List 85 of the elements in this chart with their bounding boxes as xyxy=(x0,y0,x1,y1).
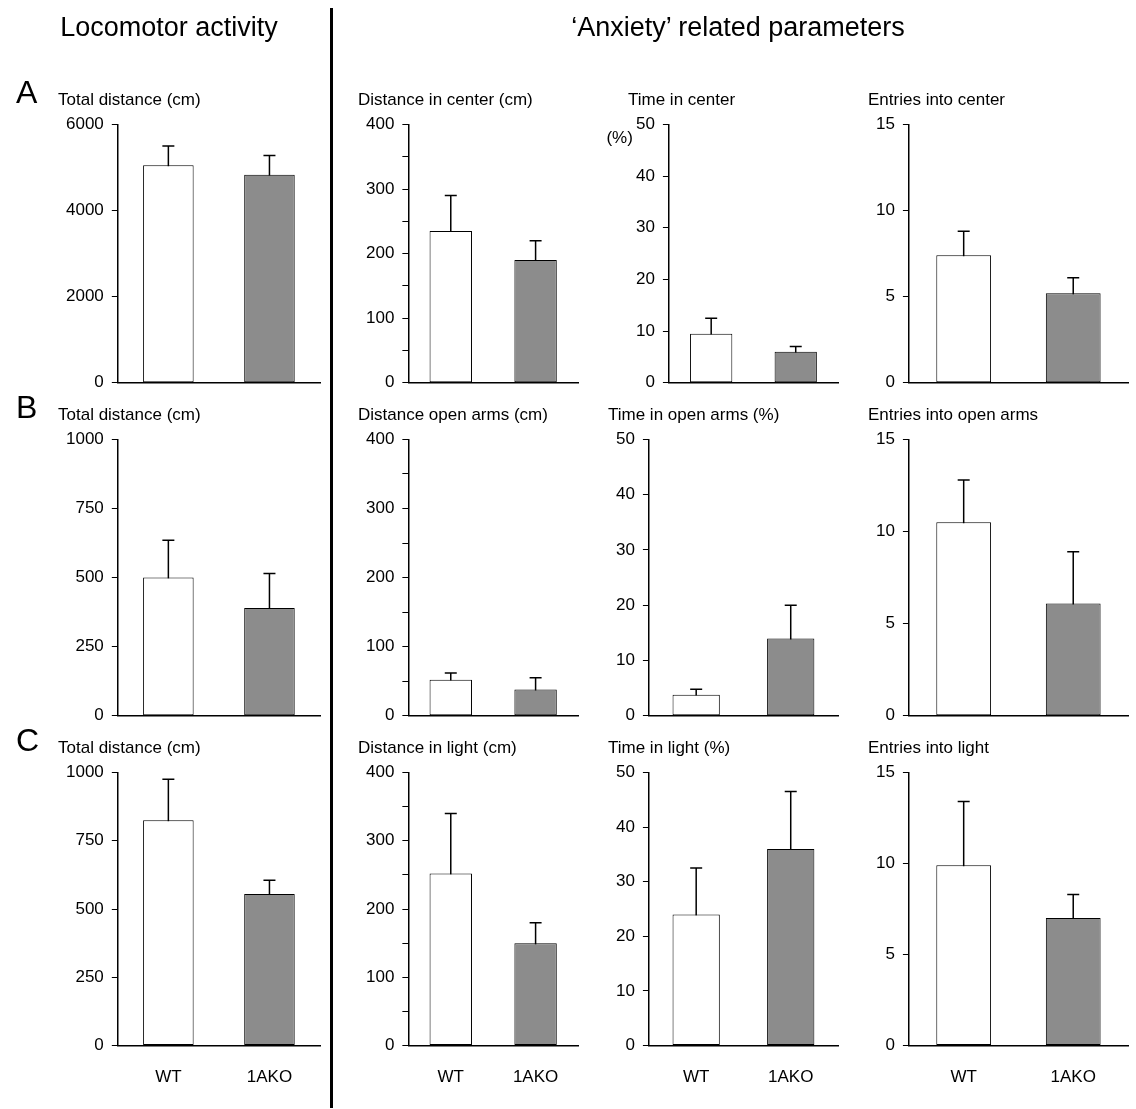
y-tick-label: 200 xyxy=(365,243,395,263)
x-tick-label: WT xyxy=(155,1067,182,1087)
y-tick-label: 1000 xyxy=(65,429,104,449)
y-tick-label: 50 xyxy=(615,762,635,782)
x-tick-label: WT xyxy=(437,1067,464,1087)
y-tick-label: 0 xyxy=(384,372,395,392)
y-tick-label: 20 xyxy=(615,594,635,614)
y-tick-label: 0 xyxy=(625,1035,635,1055)
y-tick-label: 0 xyxy=(94,705,104,725)
x-tick-label: 1AKO xyxy=(1050,1067,1096,1087)
y-tick-label: 30 xyxy=(615,539,635,559)
y-tick-label: 1000 xyxy=(65,762,104,782)
y-tick-label: 400 xyxy=(365,114,395,134)
y-tick-label: 0 xyxy=(384,1035,395,1055)
text: C xyxy=(16,722,40,759)
y-tick-label: 50 xyxy=(615,429,635,449)
chart-title: Total distance (cm) xyxy=(58,404,201,424)
y-tick-label: 400 xyxy=(365,762,395,782)
y-tick-label: 0 xyxy=(625,705,635,725)
y-tick-label: 0 xyxy=(94,1035,104,1055)
chart-title: Distance open arms (cm) xyxy=(358,404,548,424)
y-tick-label: 300 xyxy=(365,830,395,850)
chart-title: Entries into center xyxy=(868,89,1006,109)
y-tick-label: 250 xyxy=(75,636,104,656)
y-tick-label: 15 xyxy=(875,429,895,449)
y-tick-label: 0 xyxy=(384,705,395,725)
x-tick-label: 1AKO xyxy=(246,1067,293,1087)
chart-title: Time in light (%) xyxy=(608,737,731,757)
y-tick-label: 40 xyxy=(635,165,655,185)
y-tick-label: 20 xyxy=(635,269,655,289)
y-tick-label: 100 xyxy=(365,307,395,327)
x-tick-label: WT xyxy=(682,1067,710,1087)
y-tick-label: 750 xyxy=(75,830,104,850)
y-tick-label: 500 xyxy=(75,567,104,587)
text: ‘Anxiety’ related parameters xyxy=(570,12,906,43)
chart-title: Distance in light (cm) xyxy=(358,737,517,757)
y-tick-label: 30 xyxy=(635,217,655,237)
text: B xyxy=(16,389,38,426)
chart-title: Total distance (cm) xyxy=(58,89,201,109)
y-tick-label: 15 xyxy=(875,114,895,134)
chart-title: Entries into open arms xyxy=(868,404,1039,424)
y-tick-label: 5 xyxy=(885,613,895,633)
x-tick-label: 1AKO xyxy=(512,1067,559,1087)
y-tick-label: 200 xyxy=(365,898,395,918)
y-tick-label: 15 xyxy=(875,762,895,782)
y-tick-label: 40 xyxy=(615,484,635,504)
y-tick-label: 20 xyxy=(615,926,635,946)
y-tick-label: 30 xyxy=(615,871,635,891)
x-tick-label: 1AKO xyxy=(768,1067,814,1087)
y-tick-label: 10 xyxy=(875,853,895,873)
y-tick-label: 5 xyxy=(885,286,895,306)
x-tick-label: WT xyxy=(950,1067,977,1087)
y-tick-label: 10 xyxy=(875,521,895,541)
chart-title: Entries into light xyxy=(868,737,990,757)
text: Locomotor activity xyxy=(59,12,279,43)
y-tick-label: 100 xyxy=(365,636,395,656)
y-tick-label: 5 xyxy=(885,944,895,964)
chart-title: Total distance (cm) xyxy=(58,737,201,757)
y-tick-label: 300 xyxy=(365,178,395,198)
chart-title: Time in center xyxy=(628,89,736,109)
y-tick-label: 0 xyxy=(885,705,895,725)
y-tick-label: 0 xyxy=(885,372,895,392)
y-tick-label: 0 xyxy=(885,1035,895,1055)
y-tick-label: 500 xyxy=(75,898,104,918)
y-tick-label: 40 xyxy=(615,816,635,836)
y-tick-label: 2000 xyxy=(65,286,104,306)
y-tick-label: 4000 xyxy=(65,200,104,220)
y-tick-label: 10 xyxy=(615,980,635,1000)
y-axis-title: (%) xyxy=(606,128,633,148)
y-tick-label: 6000 xyxy=(65,114,104,134)
y-tick-label: 250 xyxy=(75,966,104,986)
y-tick-label: 0 xyxy=(94,372,104,392)
y-tick-label: 0 xyxy=(645,372,655,392)
chart-title: Distance in center (cm) xyxy=(358,89,533,109)
y-tick-label: 10 xyxy=(875,200,895,220)
y-tick-label: 100 xyxy=(365,966,395,986)
y-tick-label: 10 xyxy=(615,650,635,670)
y-tick-label: 300 xyxy=(365,498,395,518)
y-tick-label: 200 xyxy=(365,567,395,587)
y-tick-label: 50 xyxy=(635,114,655,134)
chart-title: Time in open arms (%) xyxy=(608,404,780,424)
y-tick-label: 400 xyxy=(365,429,395,449)
y-tick-label: 750 xyxy=(75,498,104,518)
text: A xyxy=(16,74,38,111)
y-tick-label: 10 xyxy=(635,320,655,340)
